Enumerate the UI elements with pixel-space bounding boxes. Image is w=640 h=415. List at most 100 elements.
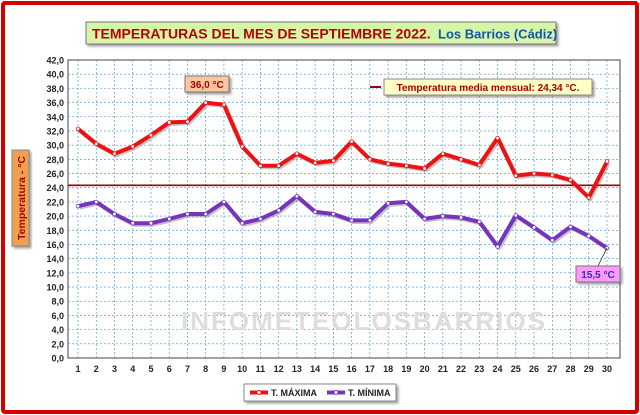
data-point-min [94,199,99,205]
title-box [85,21,557,45]
data-point-min [385,201,391,206]
data-point-max [294,151,300,156]
legend-label-max: T. MÁXIMA [271,388,317,398]
y-tick-label: 38,0 [46,84,64,94]
x-tick-label: 29 [584,364,594,374]
y-tick-label: 18,0 [46,226,64,236]
chart-subtitle: Los Barrios (Cádiz) [438,27,557,42]
data-point-min [477,219,482,224]
data-point-min [258,216,263,222]
y-tick-label: 34,0 [46,112,64,122]
data-point-min [495,244,500,249]
y-axis-label: Temperatura - °C [16,156,28,240]
data-point-max [349,139,354,144]
y-tick-label: 8,0 [51,297,64,307]
plot-background [67,59,621,359]
data-point-min [458,215,464,220]
data-point-max [258,163,263,168]
y-axis-label-box [11,149,30,247]
x-tick-label: 25 [511,364,521,374]
x-tick-label: 16 [347,364,357,374]
data-point-min [550,238,555,243]
data-point-max [385,161,391,166]
data-point-min [148,220,154,226]
data-point-min [130,220,135,226]
x-tick-label: 23 [474,364,484,374]
x-tick-label: 19 [401,364,411,374]
x-tick-label: 1 [75,364,80,374]
max-annotation-label: 36,0 °C [190,80,223,91]
data-point-max [331,158,336,163]
data-point-max [112,151,117,156]
data-point-max [276,163,281,168]
x-tick-label: 18 [383,364,393,374]
x-tick-label: 11 [256,364,266,374]
y-tick-label: 6,0 [51,311,64,321]
x-tick-label: 17 [365,364,375,374]
data-point-min [221,199,227,205]
mean-temperature-label: Temperatura media mensual: 24,34 °C. [397,83,580,94]
y-tick-label: 28,0 [46,155,64,165]
x-tick-label: 21 [438,364,448,374]
x-tick-label: 26 [529,364,539,374]
min-annotation-box [575,265,621,283]
data-point-min [404,199,409,205]
y-tick-label: 40,0 [46,70,64,80]
data-point-max [531,171,537,176]
data-point-max [239,144,245,149]
x-tick-label: 6 [167,364,172,374]
data-point-min [422,216,427,222]
data-point-max [586,195,591,200]
data-point-min [367,218,373,223]
x-tick-label: 3 [112,364,117,374]
data-point-max [167,120,172,125]
series-line-max [76,100,609,200]
data-point-min [312,209,318,215]
x-tick-label: 28 [566,364,576,374]
legend-box [243,383,397,402]
data-point-max [367,157,373,162]
data-point-max [312,160,318,166]
y-tick-label: 22,0 [46,197,64,207]
y-tick-label: 14,0 [46,254,64,264]
y-tick-label: 10,0 [46,283,64,293]
y-tick-label: 42,0 [46,56,64,66]
y-tick-label: 24,0 [46,183,64,193]
y-tick-label: 36,0 [46,98,64,108]
x-tick-label: 10 [237,364,247,374]
max-annotation-box [184,75,230,93]
series-line-min [77,194,609,250]
data-point-max [458,157,464,162]
data-point-min [568,224,573,229]
x-tick-label: 14 [310,364,320,374]
min-annotation-label: 15,5 °C [581,270,614,281]
x-tick-label: 2 [94,364,99,374]
y-tick-label: 12,0 [46,268,64,278]
data-point-max [203,100,208,105]
x-tick-label: 27 [547,364,557,374]
x-tick-label: 22 [456,364,466,374]
x-tick-label: 12 [274,364,284,374]
data-point-min [75,203,81,209]
chart-title: TEMPERATURAS DEL MES DE SEPTIEMBRE 2022. [92,26,431,42]
y-tick-label: 2,0 [51,339,64,349]
x-tick-label: 8 [203,364,208,374]
data-point-max [513,173,518,178]
data-point-max [568,177,573,183]
data-point-max [550,172,555,178]
x-tick-label: 9 [221,364,226,374]
data-point-min [185,211,190,217]
data-point-max [440,151,446,156]
data-point-max [148,133,154,138]
y-tick-label: 16,0 [46,240,64,250]
x-tick-label: 24 [493,364,503,374]
legend-item-max: T. MÁXIMA [250,388,317,398]
data-point-max [404,163,409,168]
x-tick-label: 5 [148,364,153,374]
x-tick-label: 20 [420,364,430,374]
data-point-min [349,218,354,223]
y-tick-label: 4,0 [51,325,64,335]
data-point-min [586,233,591,239]
x-tick-label: 15 [328,364,338,374]
